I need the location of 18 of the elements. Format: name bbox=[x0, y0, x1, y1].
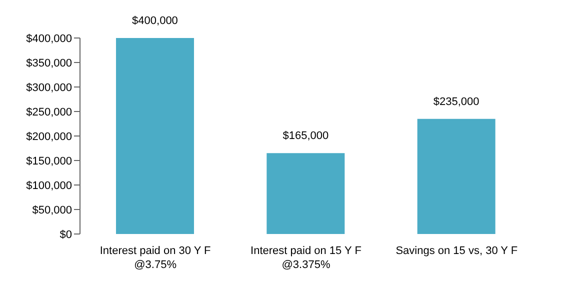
y-tick-label: $200,000 bbox=[26, 130, 72, 143]
bar bbox=[116, 38, 194, 234]
y-tick-label: $150,000 bbox=[26, 155, 72, 168]
data-label: $235,000 bbox=[433, 96, 480, 108]
y-tick-label: $0 bbox=[60, 228, 72, 241]
data-label: $400,000 bbox=[132, 15, 178, 27]
y-tick-label: $350,000 bbox=[26, 57, 72, 70]
y-tick-label: $300,000 bbox=[26, 82, 72, 94]
y-tick-label: $250,000 bbox=[26, 106, 72, 118]
x-tick-label: Interest paid on 30 Y F @3.75% bbox=[100, 245, 212, 271]
y-tick-label: $100,000 bbox=[26, 180, 72, 192]
y-tick-label: $50,000 bbox=[32, 204, 72, 216]
x-tick-label: Savings on 15 vs, 30 Y F bbox=[396, 245, 518, 257]
bar bbox=[266, 153, 345, 234]
bar bbox=[417, 118, 496, 234]
y-tick-label: $400,000 bbox=[26, 32, 72, 45]
data-label: $165,000 bbox=[282, 130, 329, 142]
x-tick-label: Interest paid on 15 Y F @3.375% bbox=[250, 245, 362, 271]
